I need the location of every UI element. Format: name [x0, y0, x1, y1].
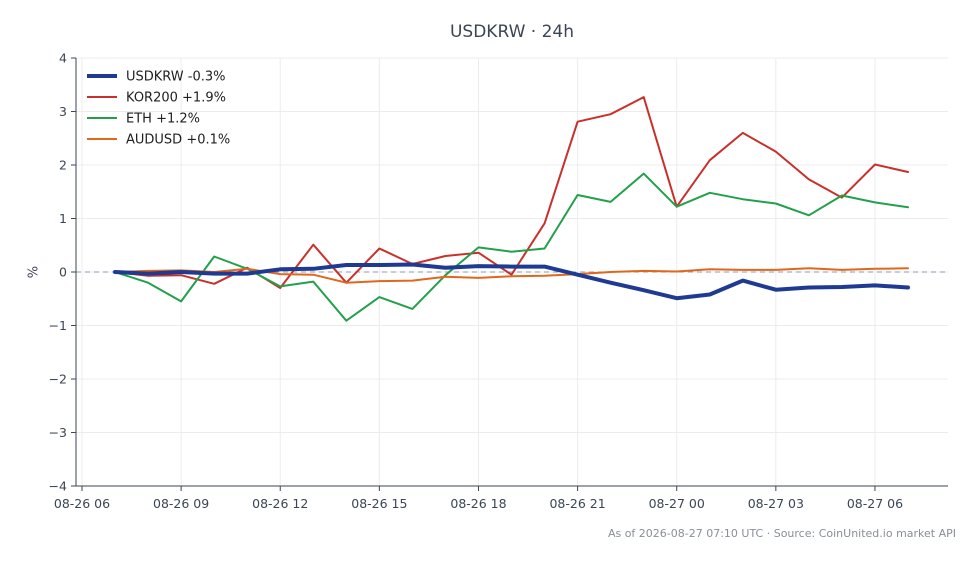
x-tick-label: 08-27 00: [649, 496, 705, 511]
legend-label: KOR200 +1.9%: [126, 91, 226, 106]
y-tick-label: −3: [49, 425, 67, 440]
legend-label: AUDUSD +0.1%: [126, 133, 230, 148]
y-tick-label: 0: [59, 265, 67, 280]
series-line-audusd: [114, 267, 909, 284]
y-tick-label: 1: [59, 211, 67, 226]
x-tick-label: 08-27 03: [748, 496, 804, 511]
x-tick-label: 08-26 15: [351, 496, 407, 511]
series-line-eth: [114, 172, 909, 322]
x-tick-label: 08-26 21: [549, 496, 605, 511]
y-tick-label: −1: [49, 318, 67, 333]
series-line-kor200: [114, 96, 909, 289]
y-tick-label: 3: [59, 104, 67, 119]
y-axis-ticks: −4 −3 −2 −1 0 1 2 3 4: [49, 51, 76, 494]
chart-title: USDKRW · 24h: [450, 22, 574, 42]
y-tick-label: −4: [49, 479, 67, 494]
series-line-usdkrw: [113, 262, 910, 301]
legend: USDKRW -0.3% KOR200 +1.9% ETH +1.2% AUDUSD …: [87, 70, 230, 148]
y-tick-label: −2: [49, 372, 67, 387]
y-axis-label: %: [27, 266, 42, 278]
series-group: [113, 96, 910, 322]
y-tick-label: 2: [59, 158, 67, 173]
legend-label: ETH +1.2%: [126, 112, 200, 127]
x-tick-label: 08-26 06: [54, 496, 110, 511]
x-tick-label: 08-27 06: [847, 496, 903, 511]
x-axis-ticks: 08-26 06 08-26 09 08-26 12 08-26 15 08-26 18…: [54, 486, 903, 511]
footnote: As of 2026-08-27 07:10 UTC · Source: Coi…: [608, 527, 956, 540]
legend-label: USDKRW -0.3%: [126, 70, 226, 85]
x-tick-label: 08-26 12: [252, 496, 308, 511]
y-tick-label: 4: [59, 51, 67, 66]
x-tick-label: 08-26 09: [153, 496, 209, 511]
x-tick-label: 08-26 18: [450, 496, 506, 511]
